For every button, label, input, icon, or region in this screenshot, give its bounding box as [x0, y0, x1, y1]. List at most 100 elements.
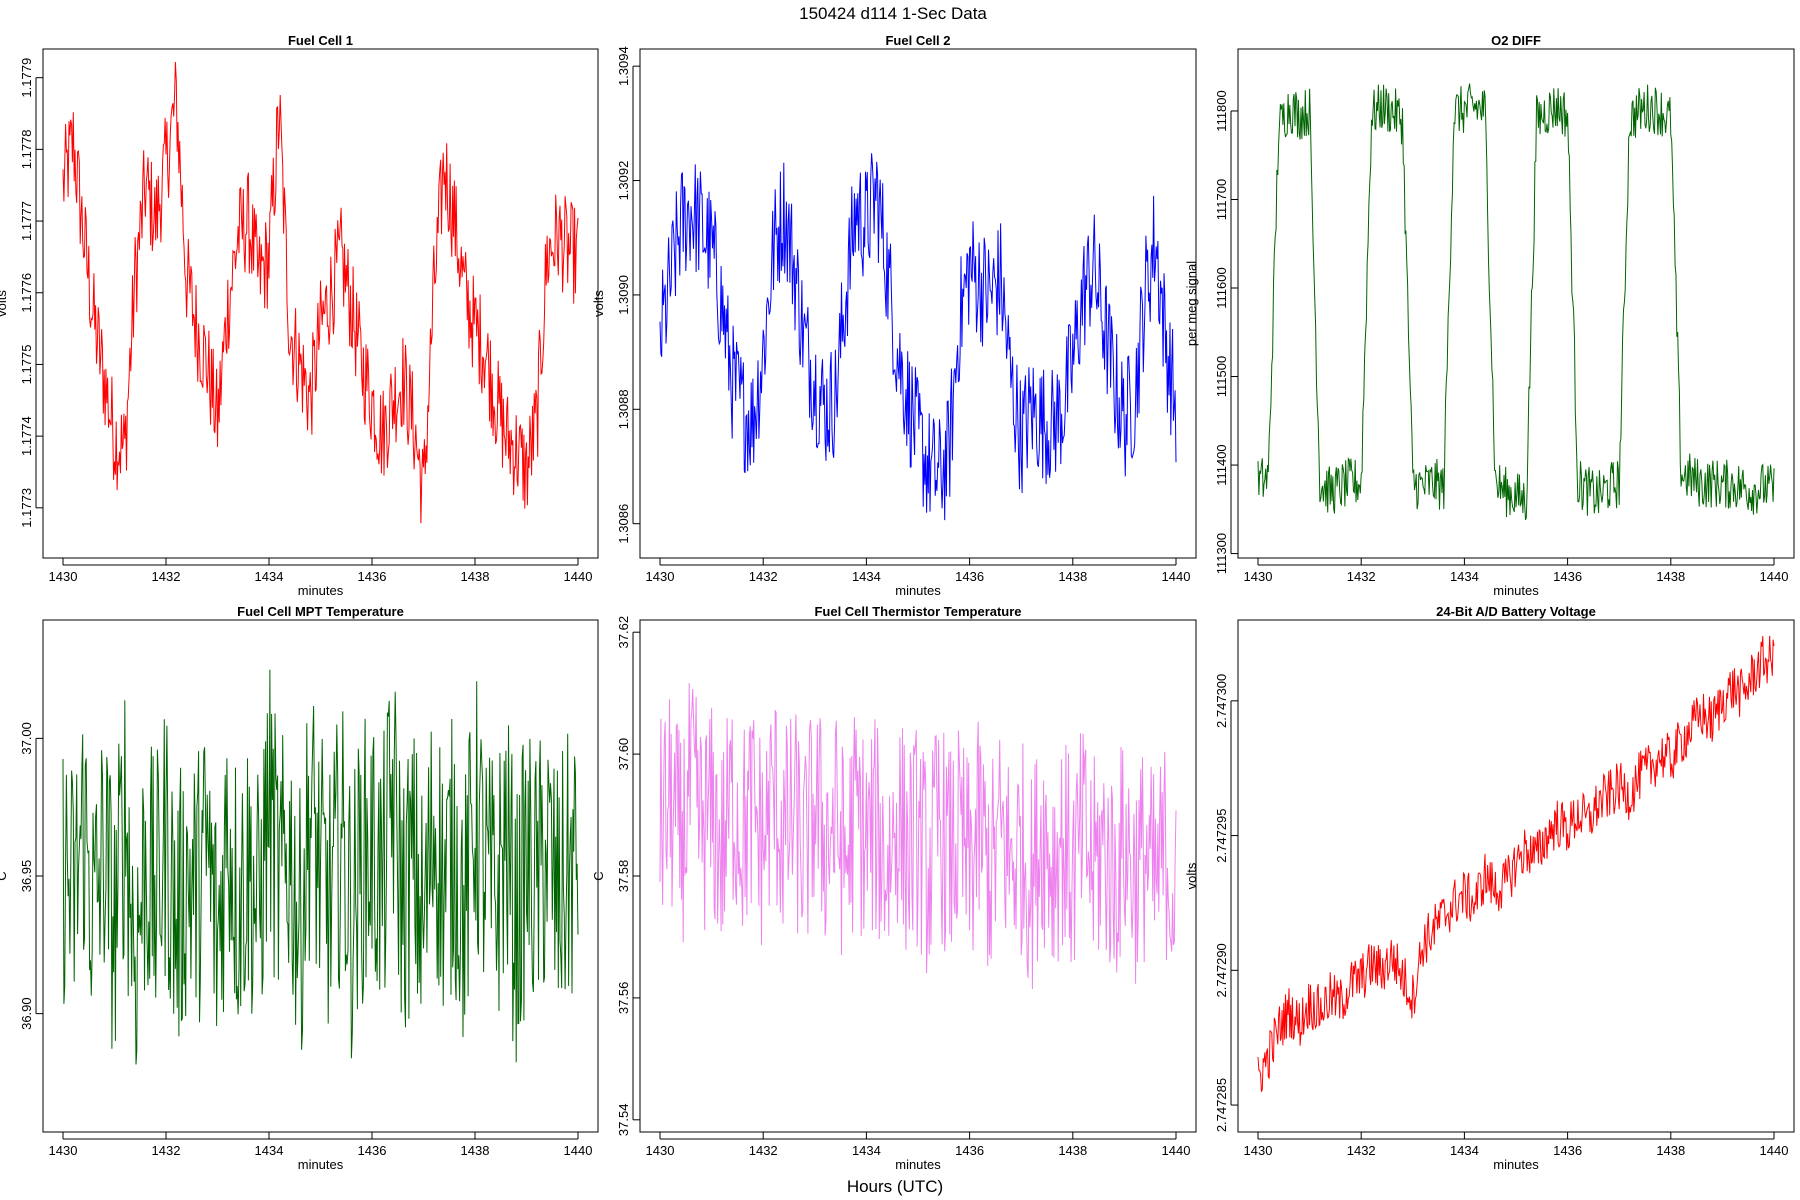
y-tick-label: 37.00 — [19, 722, 34, 755]
y-tick-label: 1.3088 — [616, 389, 631, 429]
chart-title: 24-Bit A/D Battery Voltage — [1436, 604, 1596, 619]
x-tick-label: 1434 — [255, 569, 284, 584]
x-tick-label: 1438 — [1656, 569, 1685, 584]
y-tick-label: 37.58 — [616, 860, 631, 893]
x-tick-label: 1432 — [152, 569, 181, 584]
y-tick-label: 37.56 — [616, 982, 631, 1015]
y-tick-label: 1.1773 — [19, 488, 34, 528]
plot-frame — [639, 48, 1197, 559]
x-axis-label: minutes — [298, 583, 344, 598]
y-tick-label: 111600 — [1214, 267, 1229, 308]
x-tick-label: 1434 — [1450, 1143, 1479, 1158]
x-tick-label: 1434 — [852, 1143, 881, 1158]
chart-panel-4: Fuel Cell MPT Temperature 1430 1432 1434 143… — [0, 604, 599, 1172]
x-tick-label: 1434 — [255, 1143, 284, 1158]
y-tick-label: 1.1779 — [19, 58, 34, 98]
series-line — [62, 61, 579, 524]
y-axis-label: volts — [1184, 862, 1199, 889]
series-line — [1257, 635, 1775, 1092]
chart-title: Fuel Cell MPT Temperature — [237, 604, 404, 619]
y-tick-label: 111500 — [1214, 356, 1229, 397]
chart-title: Fuel Cell Thermistor Temperature — [814, 604, 1021, 619]
y-tick-label: 111400 — [1214, 444, 1229, 485]
y-tick-label: 111700 — [1214, 179, 1229, 220]
x-axis-label: minutes — [1493, 1157, 1539, 1172]
y-tick-label: 1.1778 — [19, 129, 34, 169]
x-tick-label: 1438 — [1656, 1143, 1685, 1158]
y-tick-label: 37.62 — [616, 616, 631, 649]
series-line — [1257, 83, 1775, 521]
chart-panel-5: Fuel Cell Thermistor Temperature 1430 1432… — [591, 604, 1197, 1172]
x-tick-label: 1438 — [461, 1143, 490, 1158]
x-tick-label: 1438 — [461, 569, 490, 584]
series-line — [659, 683, 1177, 990]
y-tick-label: 111300 — [1214, 533, 1229, 574]
y-tick-label: 1.3086 — [616, 504, 631, 544]
y-tick-label: 1.1774 — [19, 416, 34, 456]
y-axis-label: volts — [0, 290, 9, 317]
y-axis-label: C — [591, 871, 606, 880]
x-tick-label: 1432 — [749, 1143, 778, 1158]
y-axis-label: volts — [591, 290, 606, 317]
x-tick-label: 1440 — [1760, 569, 1789, 584]
x-tick-label: 1436 — [358, 569, 387, 584]
y-tick-label: 37.54 — [616, 1104, 631, 1137]
y-tick-label: 2.747295 — [1214, 808, 1229, 862]
x-tick-label: 1430 — [646, 1143, 675, 1158]
x-tick-label: 1440 — [1162, 1143, 1191, 1158]
x-tick-label: 1436 — [955, 569, 984, 584]
figure-xlabel: Hours (UTC) — [847, 1177, 943, 1196]
x-tick-label: 1430 — [646, 569, 675, 584]
x-tick-label: 1432 — [1347, 1143, 1376, 1158]
chart-title: Fuel Cell 2 — [885, 33, 950, 48]
series-line — [62, 669, 579, 1065]
x-tick-label: 1436 — [1553, 569, 1582, 584]
x-tick-label: 1432 — [1347, 569, 1376, 584]
y-axis-label: C — [0, 871, 9, 880]
x-axis-label: minutes — [895, 1157, 941, 1172]
plot-frame — [42, 48, 599, 559]
y-tick-label: 111800 — [1214, 90, 1229, 131]
y-tick-label: 2.747290 — [1214, 943, 1229, 997]
x-tick-label: 1432 — [749, 569, 778, 584]
y-tick-label: 1.3094 — [616, 46, 631, 86]
y-tick-label: 1.1776 — [19, 273, 34, 313]
x-tick-label: 1430 — [49, 569, 78, 584]
x-tick-label: 1440 — [564, 569, 593, 584]
y-tick-label: 2.747300 — [1214, 674, 1229, 728]
x-tick-label: 1440 — [1162, 569, 1191, 584]
x-tick-label: 1438 — [1058, 1143, 1087, 1158]
y-tick-label: 37.60 — [616, 738, 631, 771]
x-tick-label: 1430 — [1244, 1143, 1273, 1158]
x-tick-label: 1436 — [358, 1143, 387, 1158]
x-axis-label: minutes — [298, 1157, 344, 1172]
x-tick-label: 1430 — [1244, 569, 1273, 584]
x-tick-label: 1430 — [49, 1143, 78, 1158]
x-tick-label: 1440 — [564, 1143, 593, 1158]
x-tick-label: 1436 — [1553, 1143, 1582, 1158]
x-tick-label: 1434 — [1450, 569, 1479, 584]
chart-panel-6: 24-Bit A/D Battery Voltage 1430 1432 1434 14… — [1184, 604, 1795, 1172]
y-tick-label: 1.1777 — [19, 201, 34, 241]
y-tick-label: 1.1775 — [19, 345, 34, 385]
x-tick-label: 1436 — [955, 1143, 984, 1158]
x-tick-label: 1440 — [1760, 1143, 1789, 1158]
y-tick-label: 2.747285 — [1214, 1078, 1229, 1132]
plot-frame — [1237, 48, 1795, 559]
x-tick-label: 1434 — [852, 569, 881, 584]
x-tick-label: 1432 — [152, 1143, 181, 1158]
figure-title: 150424 d114 1-Sec Data — [799, 4, 987, 23]
chart-panel-3: O2 DIFF 1430 1432 1434 1436 1438 1440 111300 111… — [1184, 33, 1795, 598]
x-axis-label: minutes — [895, 583, 941, 598]
chart-panels: Fuel Cell 1 1430 1432 1434 1436 1438 1440 1.177… — [0, 33, 1795, 1172]
chart-title: Fuel Cell 1 — [288, 33, 353, 48]
y-tick-label: 1.3092 — [616, 161, 631, 201]
y-tick-label: 1.3090 — [616, 275, 631, 315]
chart-panel-2: Fuel Cell 2 1430 1432 1434 1436 1438 1440 1.308… — [591, 33, 1197, 598]
x-tick-label: 1438 — [1058, 569, 1087, 584]
x-axis-label: minutes — [1493, 583, 1539, 598]
series-line — [659, 153, 1177, 521]
y-axis-label: per meg signal — [1184, 261, 1199, 346]
